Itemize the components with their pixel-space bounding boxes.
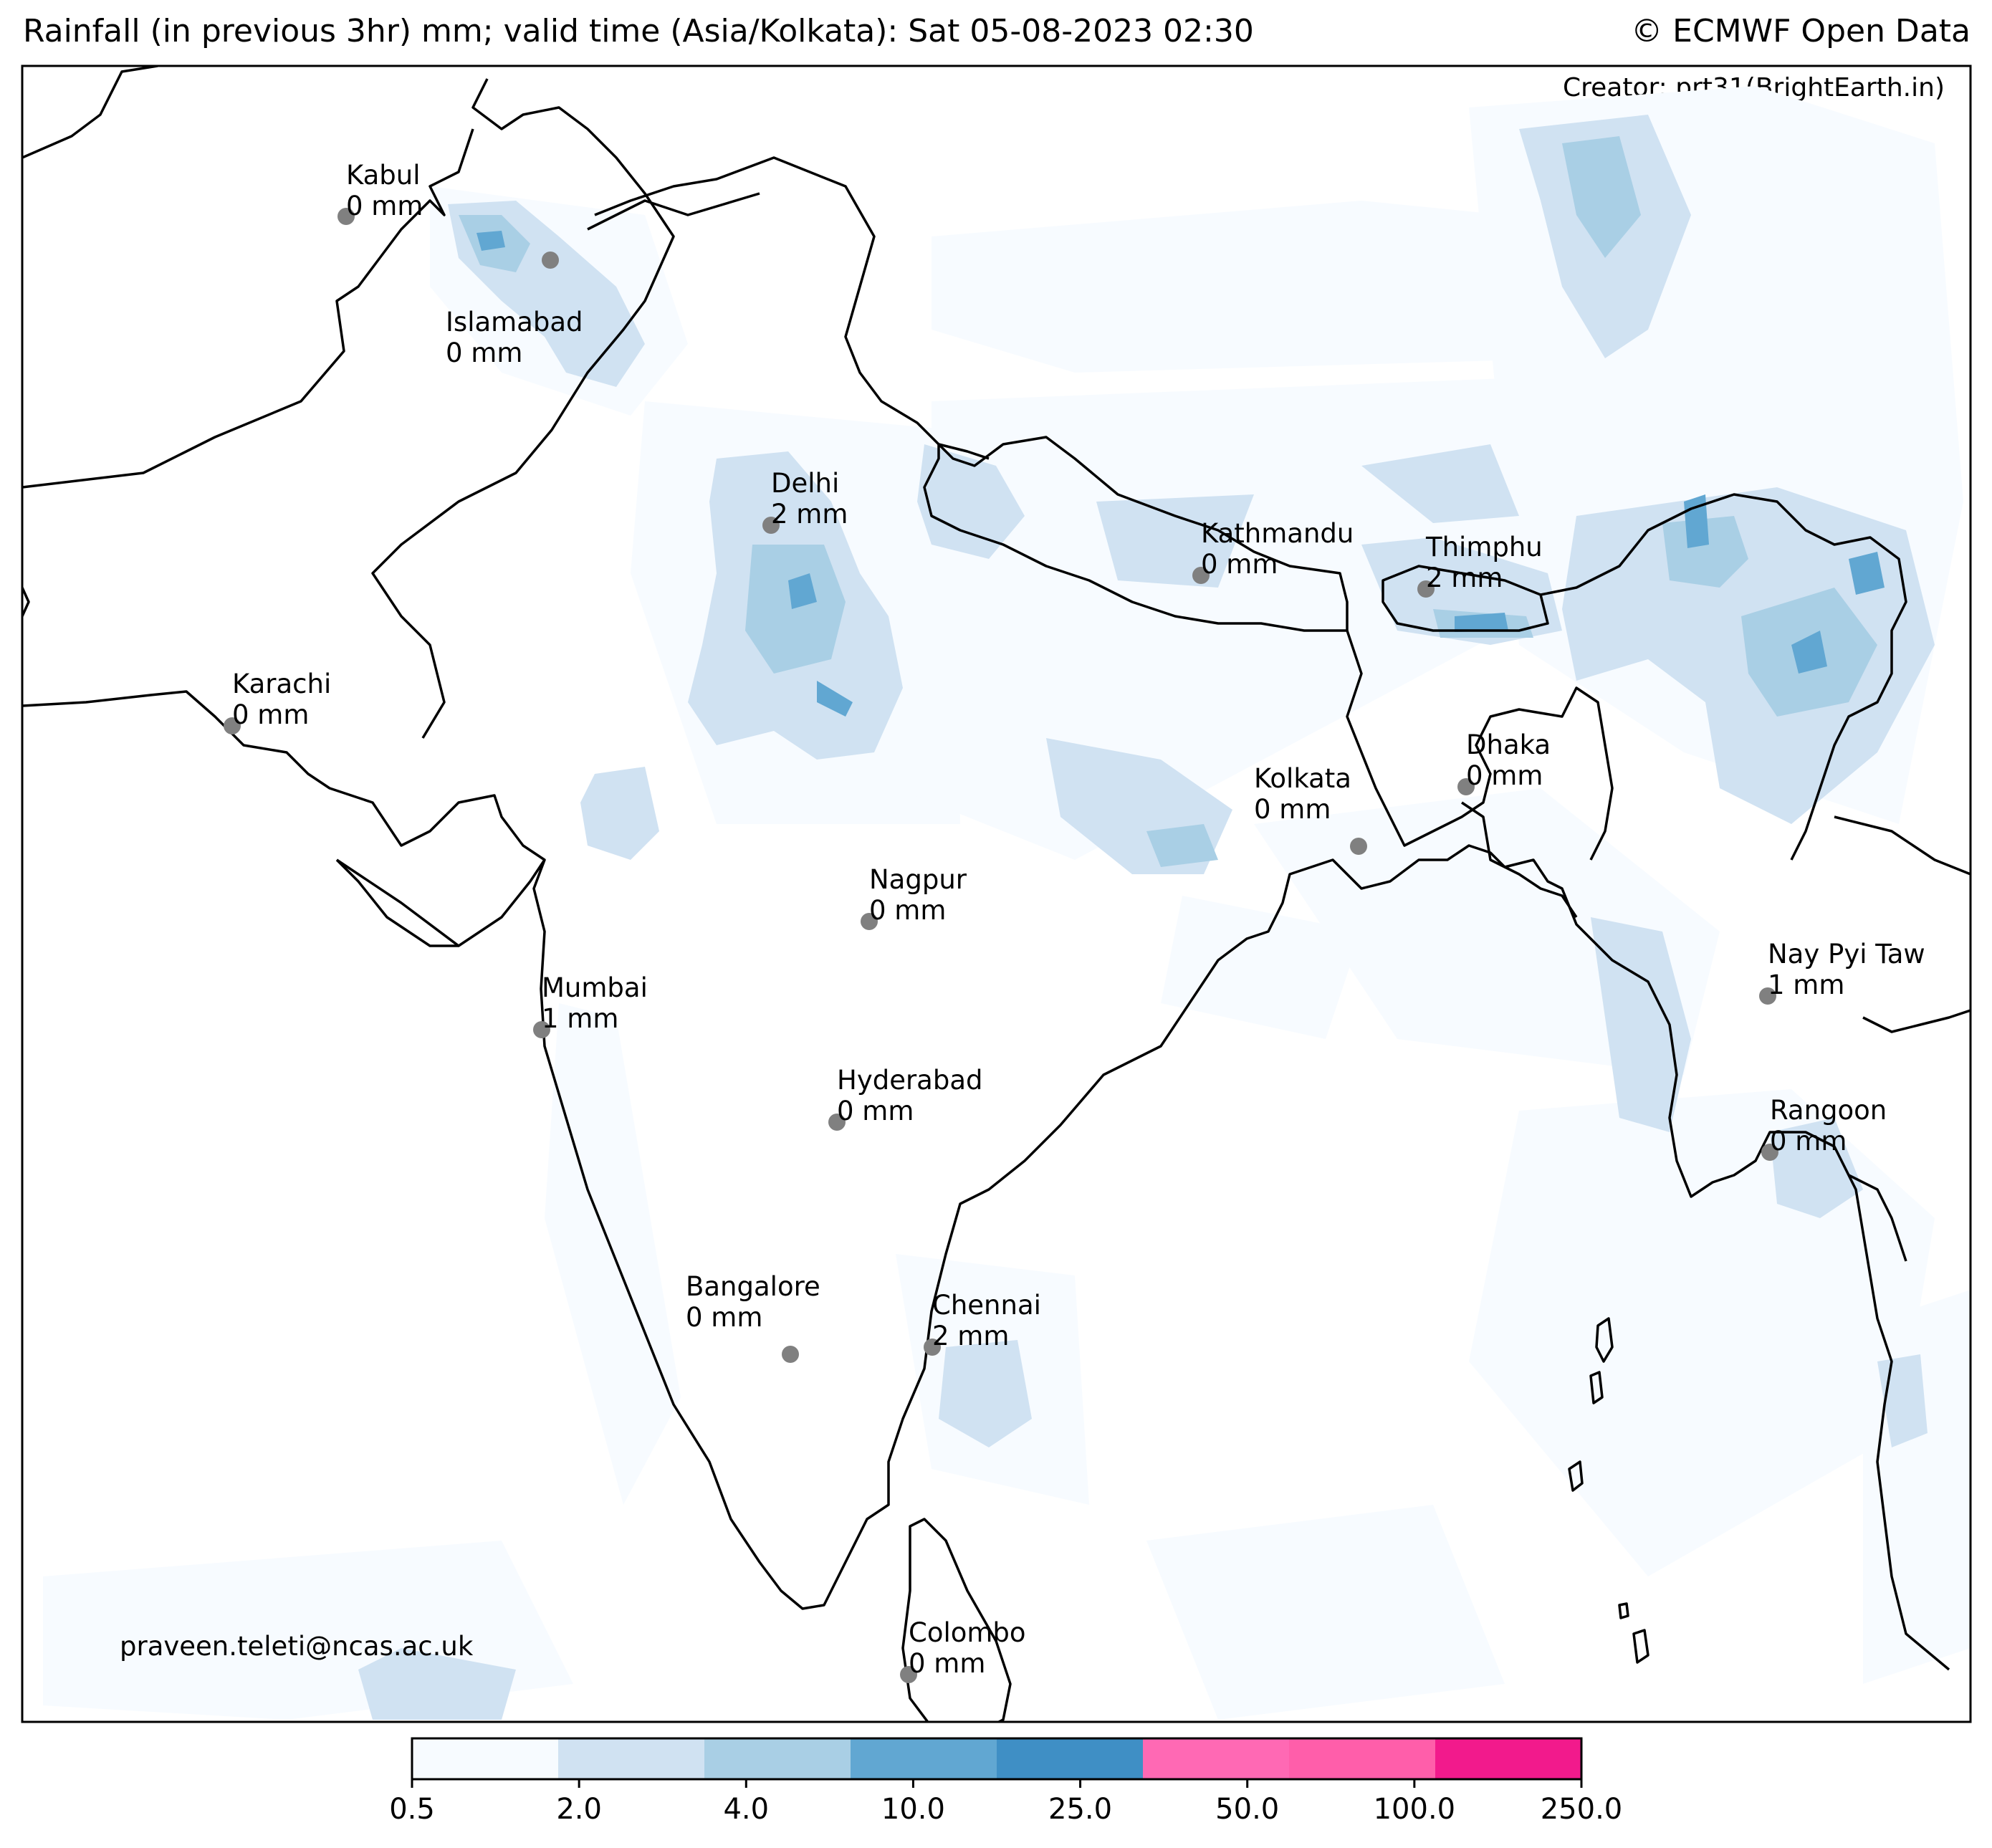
- city-marker-hyderabad: [828, 1114, 846, 1131]
- colorbar-swatch: [1143, 1738, 1290, 1779]
- city-value-karachi: 0 mm: [232, 699, 309, 730]
- city-name-islamabad: Islamabad: [446, 307, 583, 337]
- city-name-nagpur: Nagpur: [869, 864, 967, 895]
- city-value-kolkata: 0 mm: [1254, 794, 1331, 825]
- city-name-thimphu: Thimphu: [1425, 532, 1543, 562]
- city-value-thimphu: 2 mm: [1426, 562, 1503, 593]
- city-name-kolkata: Kolkata: [1254, 763, 1351, 794]
- rainfall-contours: [43, 86, 1971, 1720]
- city-marker-bangalore: [782, 1346, 799, 1363]
- colorbar-swatch: [997, 1738, 1144, 1779]
- city-value-chennai: 2 mm: [932, 1321, 1009, 1351]
- city-marker-dhaka: [1457, 778, 1475, 795]
- city-value-kabul: 0 mm: [346, 191, 423, 221]
- colorbar: 0.5 2.0 4.0 10.0 25.0 50.0 100.0 250.0: [389, 1737, 1623, 1826]
- city-marker-mumbai: [533, 1021, 550, 1038]
- colorbar-tick-label: 4.0: [723, 1793, 769, 1826]
- city-name-chennai: Chennai: [932, 1290, 1041, 1321]
- city-marker-nay-pyi-taw: [1759, 987, 1776, 1005]
- colorbar-swatch: [412, 1738, 559, 1779]
- colorbar-tick-label: 50.0: [1215, 1793, 1279, 1826]
- city-value-delhi: 2 mm: [771, 499, 848, 530]
- colorbar-outline: [411, 1737, 1583, 1781]
- city-value-islamabad: 0 mm: [446, 337, 522, 368]
- colorbar-tick-label: 100.0: [1374, 1793, 1456, 1826]
- city-marker-kathmandu: [1192, 567, 1210, 584]
- city-name-kabul: Kabul: [346, 160, 421, 191]
- city-value-nagpur: 0 mm: [869, 895, 946, 926]
- city-value-colombo: 0 mm: [909, 1648, 985, 1679]
- copyright-label: © ECMWF Open Data: [1631, 13, 1971, 49]
- city-name-delhi: Delhi: [771, 468, 839, 499]
- city-marker-thimphu: [1417, 580, 1435, 598]
- map-title: Rainfall (in previous 3hr) mm; valid tim…: [23, 13, 1254, 49]
- city-name-nay-pyi-taw: Nay Pyi Taw: [1768, 939, 1925, 970]
- city-name-hyderabad: Hyderabad: [837, 1065, 983, 1096]
- city-marker-delhi: [762, 517, 780, 534]
- colorbar-tick-label: 2.0: [556, 1793, 602, 1826]
- city-marker-rangoon: [1761, 1144, 1778, 1161]
- city-value-hyderabad: 0 mm: [837, 1096, 914, 1126]
- city-value-bangalore: 0 mm: [686, 1302, 762, 1333]
- city-marker-nagpur: [861, 913, 878, 930]
- city-value-kathmandu: 0 mm: [1201, 549, 1278, 580]
- city-value-mumbai: 1 mm: [542, 1003, 618, 1034]
- contact-email: praveen.teleti@ncas.ac.uk: [120, 1631, 474, 1662]
- city-name-rangoon: Rangoon: [1770, 1095, 1887, 1126]
- city-name-karachi: Karachi: [232, 669, 331, 699]
- colorbar-swatch: [1289, 1738, 1436, 1779]
- city-name-bangalore: Bangalore: [686, 1271, 820, 1302]
- colorbar-tick-label: 10.0: [881, 1793, 945, 1826]
- city-marker-kabul: [337, 208, 355, 225]
- city-value-rangoon: 0 mm: [1770, 1126, 1847, 1157]
- city-marker-chennai: [924, 1339, 941, 1356]
- city-markers: Kabul 0 mm Islamabad 0 mm Delhi 2 mm Kat…: [224, 160, 1925, 1683]
- city-marker-islamabad: [542, 252, 559, 269]
- city-marker-colombo: [900, 1666, 917, 1683]
- map-frame: [21, 64, 1972, 1723]
- colorbar-swatch: [704, 1738, 851, 1779]
- colorbar-swatch: [1435, 1738, 1582, 1779]
- city-name-colombo: Colombo: [909, 1617, 1026, 1648]
- coastlines-borders: [22, 66, 1971, 1722]
- city-marker-kolkata: [1350, 838, 1367, 855]
- colorbar-swatch: [851, 1738, 997, 1779]
- city-value-dhaka: 0 mm: [1466, 760, 1543, 791]
- city-name-kathmandu: Kathmandu: [1201, 518, 1354, 549]
- city-name-mumbai: Mumbai: [542, 972, 648, 1003]
- city-marker-karachi: [224, 717, 241, 734]
- colorbar-swatch: [558, 1738, 705, 1779]
- colorbar-tick-label: 25.0: [1048, 1793, 1112, 1826]
- colorbar-tick-label: 250.0: [1541, 1793, 1623, 1826]
- city-value-nay-pyi-taw: 1 mm: [1768, 970, 1844, 1000]
- colorbar-tick-label: 0.5: [389, 1793, 435, 1826]
- city-name-dhaka: Dhaka: [1466, 729, 1551, 760]
